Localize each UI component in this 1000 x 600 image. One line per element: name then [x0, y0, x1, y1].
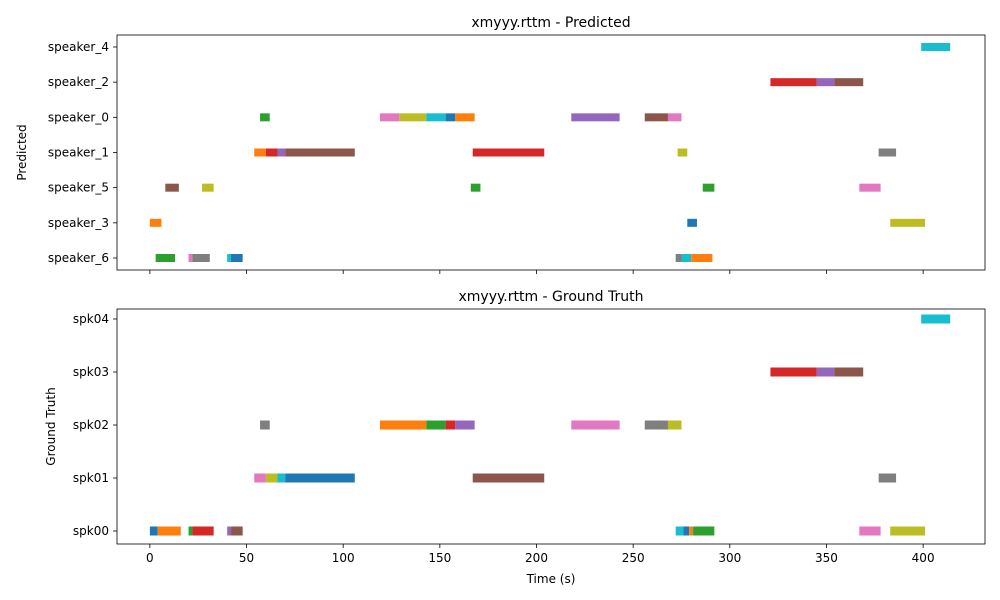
ground-truth-panel: xmyyy.rttm - Ground Truth spk04 spk03 spk02… [44, 289, 986, 586]
segment-speaker_6-275 [681, 254, 692, 262]
y-tick-label-spk00: spk00 [73, 524, 109, 538]
segment-speaker_1-54 [254, 148, 266, 157]
segment-speaker_1-60 [265, 148, 278, 157]
segment-speaker_0-119 [379, 113, 400, 122]
segment-spk00-42 [231, 526, 243, 536]
segment-spk02-153 [445, 420, 456, 430]
segment-spk00-40 [227, 526, 232, 536]
y-tick-label-speaker_2: speaker_2 [48, 75, 109, 89]
x-tick-label-0: 0 [146, 551, 154, 565]
y-tick-label-speaker_6: speaker_6 [48, 251, 109, 265]
segment-spk00-0 [149, 526, 158, 536]
segment-speaker_1-167 [472, 148, 545, 157]
segment-spk02-119 [379, 420, 427, 430]
axes-frame [116, 34, 986, 271]
x-tick-label-150: 150 [428, 551, 451, 565]
segment-spk00-276 [683, 526, 690, 536]
segment-spk02-256 [644, 420, 668, 430]
x-tick-label-400: 400 [912, 551, 935, 565]
segment-spk00-272 [675, 526, 684, 536]
segment-speaker_3-383 [890, 218, 926, 227]
segment-speaker_3-278 [687, 218, 697, 227]
segment-spk00-279 [689, 526, 694, 536]
segment-speaker_2-321 [770, 78, 817, 87]
segment-speaker_1-66 [277, 148, 286, 157]
y-tick-label-speaker_4: speaker_4 [48, 40, 109, 54]
segment-speaker_5-8 [165, 183, 179, 192]
segment-spk01-66 [277, 473, 286, 483]
segment-spk00-367 [859, 526, 881, 536]
y-tick-label-speaker_3: speaker_3 [48, 216, 109, 230]
x-tick-label-200: 200 [525, 551, 548, 565]
y-tick-label-spk04: spk04 [73, 312, 109, 326]
segment-spk00-20 [188, 526, 193, 536]
segment-speaker_6-3 [155, 254, 175, 262]
segment-speaker_6-40 [227, 254, 232, 262]
segment-speaker_5-286 [702, 183, 715, 192]
segment-spk03-321 [770, 367, 817, 377]
x-tick-label-350: 350 [815, 551, 838, 565]
segment-speaker_6-20 [188, 254, 193, 262]
y-tick-label-speaker_5: speaker_5 [48, 181, 109, 195]
segment-speaker_1-377 [878, 148, 897, 157]
segment-spk00-281 [693, 526, 715, 536]
segment-speaker_0-218 [571, 113, 620, 122]
segment-spk04-399 [921, 314, 951, 324]
segment-speaker_1-70 [285, 148, 355, 157]
segment-speaker_5-166 [470, 183, 481, 192]
y-tick-label-speaker_1: speaker_1 [48, 146, 109, 160]
segment-spk02-143 [426, 420, 446, 430]
y-tick-label-spk02: spk02 [73, 418, 109, 432]
segment-spk01-70 [285, 473, 355, 483]
segment-spk00-22 [192, 526, 214, 536]
segment-spk03-345 [816, 367, 835, 377]
chart-title: xmyyy.rttm - Ground Truth [459, 289, 644, 305]
segment-speaker_2-354 [834, 78, 864, 87]
y-axis-label: Predicted [15, 124, 29, 180]
segment-speaker_0-256 [644, 113, 668, 122]
predicted-panel: xmyyy.rttm - Predicted speaker_4 speaker_2… [15, 15, 986, 274]
segment-speaker_6-280 [691, 254, 713, 262]
segment-spk02-268 [667, 420, 682, 430]
segment-speaker_3-0 [149, 218, 162, 227]
x-tick-label-250: 250 [622, 551, 645, 565]
segment-speaker_0-153 [445, 113, 456, 122]
segment-speaker_0-129 [399, 113, 427, 122]
segment-speaker_5-27 [202, 183, 214, 192]
segment-spk03-354 [834, 367, 864, 377]
segment-speaker_4-399 [921, 43, 951, 51]
segment-speaker_6-42 [231, 254, 243, 262]
segment-speaker_6-22 [192, 254, 210, 262]
segment-spk02-158 [455, 420, 475, 430]
segment-speaker_6-272 [675, 254, 682, 262]
segment-speaker_0-268 [667, 113, 682, 122]
segment-spk01-54 [254, 473, 266, 483]
segment-spk00-383 [890, 526, 926, 536]
segment-speaker_0-57 [260, 113, 270, 122]
y-axis-label: Ground Truth [44, 387, 58, 465]
x-tick-label-100: 100 [332, 551, 355, 565]
segment-speaker_5-367 [859, 183, 881, 192]
axes-frame [116, 308, 986, 545]
segment-spk01-377 [878, 473, 897, 483]
x-tick-label-50: 50 [239, 551, 254, 565]
segment-speaker_1-273 [677, 148, 688, 157]
chart-title: xmyyy.rttm - Predicted [471, 15, 630, 31]
segment-spk02-218 [571, 420, 620, 430]
x-axis-label: Time (s) [526, 572, 576, 586]
y-tick-label-spk01: spk01 [73, 471, 109, 485]
segment-speaker_0-158 [455, 113, 475, 122]
segment-spk01-167 [472, 473, 545, 483]
segment-spk00-4 [157, 526, 181, 536]
x-tick-label-300: 300 [718, 551, 741, 565]
segment-speaker_0-143 [426, 113, 446, 122]
segment-spk01-60 [265, 473, 278, 483]
y-tick-label-spk03: spk03 [73, 365, 109, 379]
segment-spk02-57 [260, 420, 270, 430]
y-tick-label-speaker_0: speaker_0 [48, 110, 109, 124]
segment-speaker_2-345 [816, 78, 835, 87]
